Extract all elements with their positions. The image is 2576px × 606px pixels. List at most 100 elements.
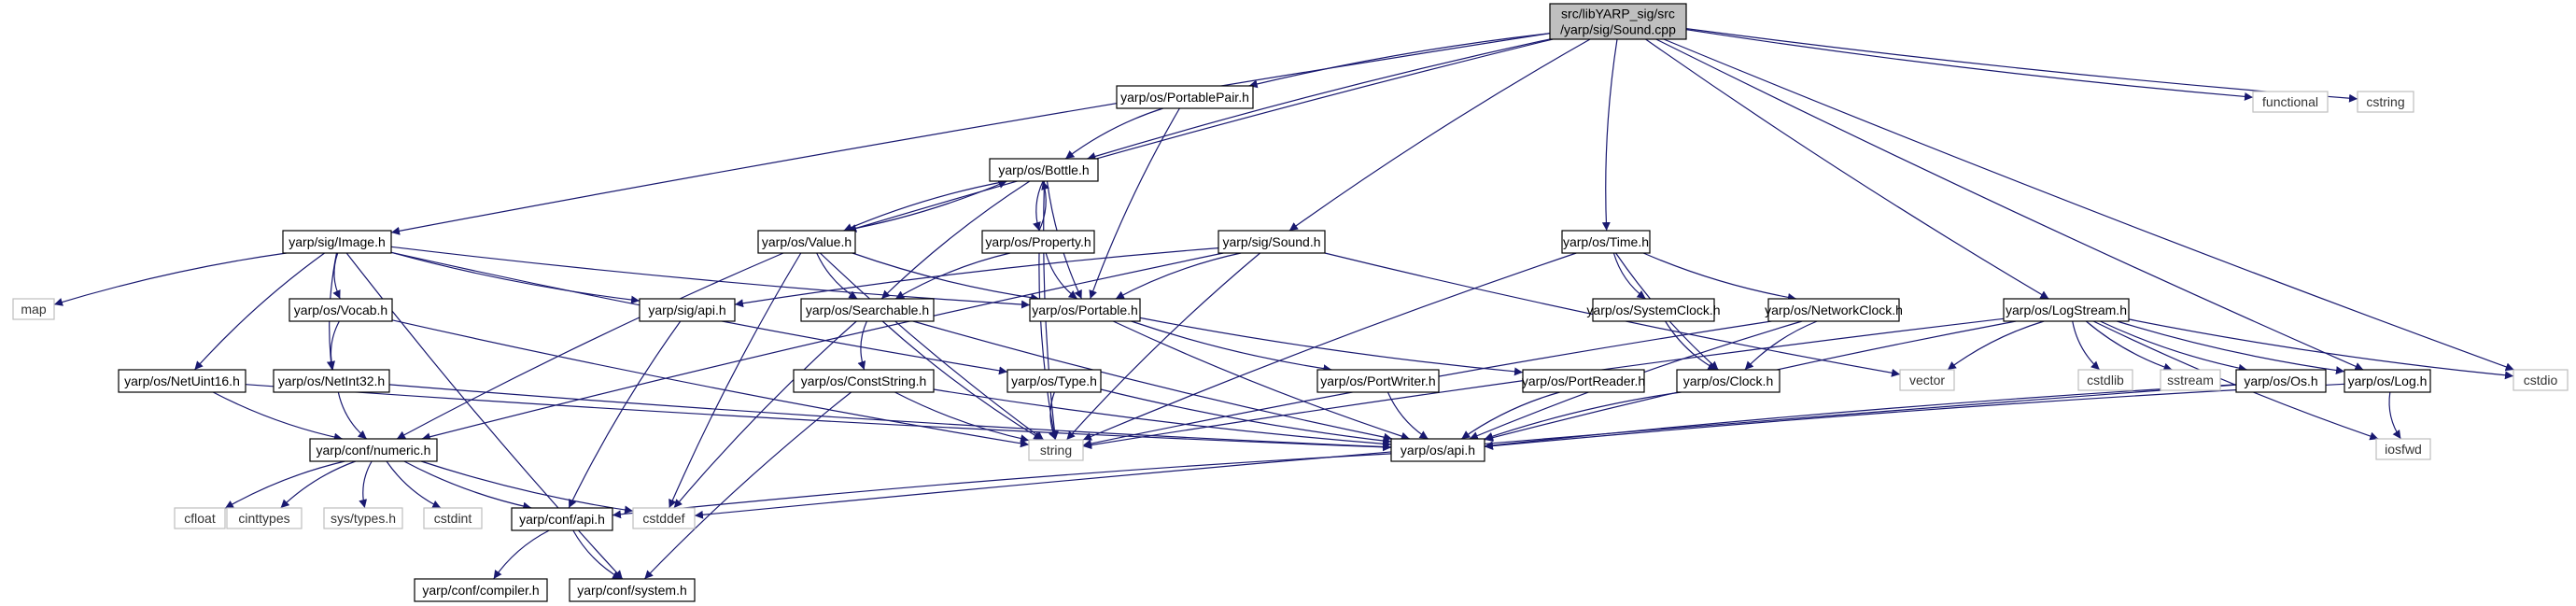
edge-portreader-to-osapi	[1460, 391, 1560, 440]
edge-os-to-osapi	[1484, 384, 2237, 450]
edge-osapi-to-confapi	[612, 453, 1392, 519]
node-box	[1592, 298, 1715, 322]
node-vocab[interactable]: yarp/os/Vocab.h	[289, 298, 393, 322]
node-label: yarp/os/Time.h	[1563, 234, 1649, 249]
node-box	[1676, 369, 1781, 393]
node-time[interactable]: yarp/os/Time.h	[1561, 230, 1651, 254]
edge-bottle-to-searchable	[880, 180, 1031, 300]
node-label: yarp/os/Bottle.h	[998, 162, 1089, 177]
node-box	[757, 230, 856, 254]
edge-value-to-string	[819, 252, 1045, 441]
node-numeric[interactable]: yarp/conf/numeric.h	[309, 438, 438, 462]
node-label: yarp/conf/system.h	[577, 583, 687, 598]
node-box	[414, 578, 548, 602]
edge-value-to-portable	[852, 252, 1040, 303]
edge-netint32-to-osapi	[388, 384, 1392, 452]
node-sigapi[interactable]: yarp/sig/api.h	[639, 298, 736, 322]
node-portwriter[interactable]: yarp/os/PortWriter.h	[1316, 369, 1440, 393]
edge-numeric-to-systypes	[359, 460, 373, 509]
edge-root-to-portablepair	[1248, 33, 1551, 89]
node-logstream[interactable]: yarp/os/LogStream.h	[2003, 298, 2130, 322]
node-networkclock[interactable]: yarp/os/NetworkClock.h	[1765, 298, 1903, 322]
edge-logstream-to-cstdlib	[2072, 320, 2101, 371]
node-label: vector	[1909, 373, 1945, 388]
node-sound[interactable]: yarp/sig/Sound.h	[1218, 230, 1326, 254]
node-box	[1028, 439, 1084, 461]
node-searchable[interactable]: yarp/os/Searchable.h	[800, 298, 935, 322]
edge-confapi-to-compiler	[493, 529, 550, 580]
edge-systemclock-to-clock	[1665, 320, 1717, 371]
node-box	[1561, 230, 1651, 254]
edge-conststring-to-system	[643, 391, 852, 580]
node-value[interactable]: yarp/os/Value.h	[757, 230, 856, 254]
node-box	[1899, 369, 1955, 391]
node-cinttypes: cinttypes	[226, 507, 303, 529]
edge-sound-to-numeric	[421, 252, 1224, 442]
node-systypes: sys/types.h	[323, 507, 403, 529]
node-label: yarp/os/PortWriter.h	[1320, 373, 1435, 388]
edge-conststring-to-string	[894, 391, 1030, 444]
node-box	[989, 158, 1099, 182]
node-netuint16[interactable]: yarp/os/NetUint16.h	[118, 369, 246, 393]
node-label: yarp/os/Portable.h	[1032, 303, 1138, 317]
node-root[interactable]: src/libYARP_sig/src/yarp/sig/Sound.cpp	[1549, 3, 1687, 40]
edges-layer	[53, 28, 2514, 580]
node-sstream: sstream	[2160, 369, 2221, 391]
node-portablepair[interactable]: yarp/os/PortablePair.h	[1116, 85, 1254, 109]
edge-searchable-to-cstddef	[673, 320, 857, 509]
node-label: cstddef	[642, 511, 684, 526]
node-label: yarp/os/Searchable.h	[806, 303, 929, 317]
node-iosfwd: iosfwd	[2375, 438, 2431, 460]
edge-root-to-time	[1601, 38, 1618, 232]
node-label: yarp/os/NetInt32.h	[278, 373, 385, 388]
node-label: yarp/os/Os.h	[2244, 373, 2317, 388]
node-type[interactable]: yarp/os/Type.h	[1006, 369, 1102, 393]
edge-searchable-to-string	[881, 320, 1043, 441]
node-box	[511, 507, 613, 531]
node-box	[1316, 369, 1440, 393]
edge-value-to-numeric	[396, 252, 784, 440]
node-label: yarp/os/Value.h	[762, 234, 852, 249]
node-confapi[interactable]: yarp/conf/api.h	[511, 507, 613, 531]
node-box	[423, 507, 483, 529]
edge-root-to-functional	[1685, 29, 2254, 101]
node-box	[632, 507, 696, 529]
node-portable[interactable]: yarp/os/Portable.h	[1029, 298, 1141, 322]
node-bottle[interactable]: yarp/os/Bottle.h	[989, 158, 1099, 182]
node-label: yarp/os/PortablePair.h	[1120, 90, 1249, 105]
node-label: yarp/os/Property.h	[985, 234, 1091, 249]
node-box	[1006, 369, 1102, 393]
node-netint32[interactable]: yarp/os/NetInt32.h	[273, 369, 390, 393]
node-box	[1116, 85, 1254, 109]
edge-sound-to-sigapi	[734, 247, 1219, 308]
node-systemclock[interactable]: yarp/os/SystemClock.h	[1586, 298, 1721, 322]
edge-portable-to-osapi	[1112, 320, 1410, 441]
node-compiler[interactable]: yarp/conf/compiler.h	[414, 578, 548, 602]
node-label: cstring	[2366, 94, 2404, 109]
node-clock[interactable]: yarp/os/Clock.h	[1676, 369, 1781, 393]
edge-root-to-bottle	[1087, 38, 1551, 161]
node-box	[323, 507, 403, 529]
edge-netint32-to-numeric	[337, 391, 368, 440]
node-property[interactable]: yarp/os/Property.h	[981, 230, 1095, 254]
node-image[interactable]: yarp/sig/Image.h	[282, 230, 392, 254]
node-conststring[interactable]: yarp/os/ConstString.h	[793, 369, 935, 393]
node-string: string	[1028, 439, 1084, 461]
node-label: yarp/conf/compiler.h	[422, 583, 539, 598]
node-box	[2160, 369, 2221, 391]
edge-time-to-systemclock	[1612, 252, 1646, 300]
edge-property-to-searchable	[894, 252, 1011, 300]
node-log[interactable]: yarp/os/Log.h	[2344, 369, 2431, 393]
node-box	[800, 298, 935, 322]
node-portreader[interactable]: yarp/os/PortReader.h	[1522, 369, 1645, 393]
node-box	[174, 507, 226, 529]
edge-netuint16-to-numeric	[212, 391, 343, 442]
edge-vocab-to-string	[391, 319, 1030, 448]
node-box	[2344, 369, 2431, 393]
node-os[interactable]: yarp/os/Os.h	[2235, 369, 2327, 393]
edge-type-to-string	[1049, 391, 1057, 441]
node-box	[2375, 438, 2431, 460]
node-system[interactable]: yarp/conf/system.h	[569, 578, 696, 602]
node-osapi[interactable]: yarp/os/api.h	[1390, 438, 1485, 462]
edge-property-to-bottle	[1038, 180, 1049, 232]
